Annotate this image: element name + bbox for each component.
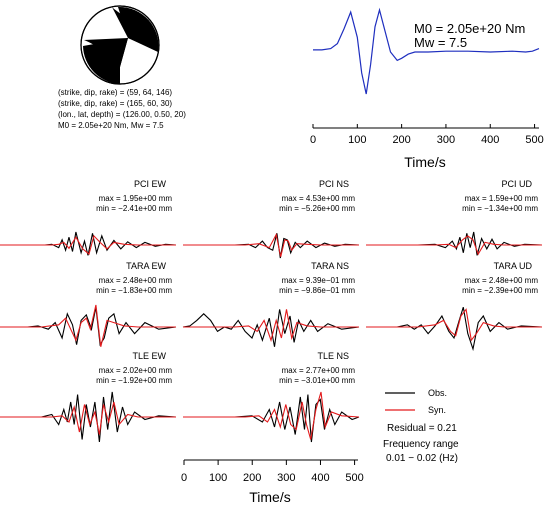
- source-line-3: (lon., lat, depth) = (126.00, 0.50, 20): [58, 110, 186, 119]
- station-name: PCI NS: [319, 179, 349, 189]
- station-name: TLE EW: [132, 351, 166, 361]
- stf-tick-label: 500: [525, 134, 543, 146]
- waveform-tick-label: 400: [311, 472, 329, 484]
- stf-tick-group: 0 100 200 300 400 500: [310, 124, 544, 146]
- station-max: max = 2.48e+00 mm: [465, 276, 539, 285]
- station-min: min = −9.86e−01 mm: [279, 286, 355, 295]
- station-max: max = 2.02e+00 mm: [99, 366, 173, 375]
- source-line-2: (strike, dip, rake) = (165, 60, 30): [58, 99, 172, 108]
- stf-x-axis-label: Time/s: [404, 154, 445, 170]
- observed-waveform: [183, 394, 360, 443]
- station-min: min = −3.01e+00 mm: [279, 376, 355, 385]
- synthetic-waveform: [366, 235, 542, 256]
- legend-residual: Residual = 0.21: [387, 423, 457, 434]
- beachball-sector-a: [118, 6, 159, 52]
- stf-panel: 0 100 200 300 400 500 M0 = 2.05e+20 Nm Mw = 7…: [310, 7, 544, 170]
- waveform-x-axis-group: 0 100 200 300 400 500 Time/s: [181, 459, 364, 505]
- waveform-tick-label: 0: [181, 472, 187, 484]
- station-max: max = 9.39e−01 mm: [282, 276, 356, 285]
- source-info: (strike, dip, rake) = (59, 64, 146) (str…: [58, 88, 186, 130]
- stf-tick-label: 400: [481, 134, 499, 146]
- synthetic-waveform: [366, 308, 542, 342]
- legend-frequency-range: 0.01 − 0.02 (Hz): [386, 453, 458, 464]
- station-name: TARA EW: [126, 261, 166, 271]
- observed-waveform: [366, 231, 543, 256]
- station-name: TLE NS: [317, 351, 349, 361]
- beachball: [80, 5, 160, 85]
- observed-waveform: [183, 233, 360, 259]
- station-max: max = 2.48e+00 mm: [99, 276, 173, 285]
- synthetic-waveform: [183, 391, 360, 440]
- stf-tick-label: 200: [392, 134, 410, 146]
- station-max: max = 1.59e+00 mm: [465, 194, 539, 203]
- station-min: min = −1.83e+00 mm: [96, 286, 172, 295]
- observed-waveform: [366, 307, 543, 352]
- stf-m0-label: M0 = 2.05e+20 Nm: [414, 21, 525, 36]
- stf-tick-label: 100: [348, 134, 366, 146]
- station-name: TARA UD: [494, 261, 533, 271]
- legend-obs-label: Obs.: [428, 388, 447, 398]
- station-name: PCI UD: [501, 179, 532, 189]
- station-min: min = −1.92e+00 mm: [96, 376, 172, 385]
- station-min: min = −2.39e+00 mm: [462, 286, 538, 295]
- stf-mw-label: Mw = 7.5: [414, 35, 467, 50]
- source-line-4: M0 = 2.05e+20 Nm, Mw = 7.5: [58, 121, 164, 130]
- observed-waveform: [0, 307, 177, 347]
- stf-tick-label: 300: [437, 134, 455, 146]
- waveform-tick-group: 0 100 200 300 400 500: [181, 460, 364, 484]
- observed-waveform: [182, 309, 360, 347]
- station-min: min = −1.34e+00 mm: [462, 204, 538, 213]
- source-line-1: (strike, dip, rake) = (59, 64, 146): [58, 88, 172, 97]
- synthetic-waveform: [183, 309, 359, 343]
- synthetic-waveform: [183, 232, 359, 257]
- waveform-tick-label: 300: [277, 472, 295, 484]
- station-max: max = 1.95e+00 mm: [99, 194, 173, 203]
- waveform-x-axis-label: Time/s: [249, 489, 290, 505]
- legend: Obs. Syn. Residual = 0.21 Frequency rang…: [383, 388, 459, 464]
- observed-waveform: [0, 231, 177, 256]
- station-min: min = −2.41e+00 mm: [96, 204, 172, 213]
- station-name: TARA NS: [311, 261, 349, 271]
- station-max: max = 2.77e+00 mm: [282, 366, 356, 375]
- synthetic-waveform: [0, 304, 176, 347]
- waveform-tick-label: 200: [243, 472, 261, 484]
- station-min: min = −5.26e+00 mm: [279, 204, 355, 213]
- legend-syn-label: Syn.: [428, 405, 446, 415]
- observed-waveform: [0, 391, 177, 443]
- waveform-tick-label: 500: [345, 472, 363, 484]
- legend-frequency-title: Frequency range: [383, 439, 459, 450]
- station-name: PCI EW: [134, 179, 167, 189]
- beachball-sector-b: [83, 38, 128, 84]
- stf-series-line: [313, 7, 540, 95]
- waveform-tick-label: 100: [209, 472, 227, 484]
- beachball-outline: [80, 5, 160, 85]
- synthetic-waveform: [0, 401, 176, 435]
- station-max: max = 4.53e+00 mm: [282, 194, 356, 203]
- stf-tick-label: 0: [310, 134, 316, 146]
- synthetic-waveform: [0, 234, 176, 256]
